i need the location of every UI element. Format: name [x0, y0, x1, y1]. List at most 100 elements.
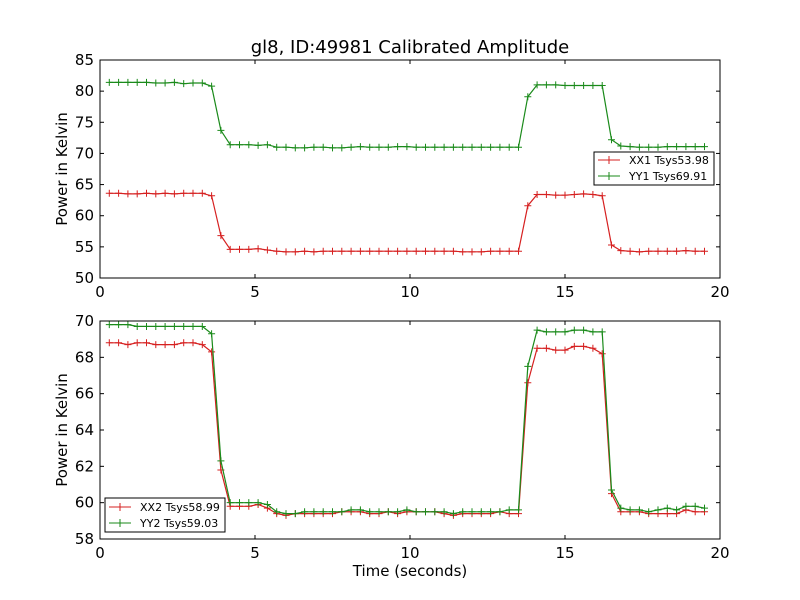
bottom-data-point-1 [561, 328, 569, 336]
bottom-data-point-0 [133, 339, 141, 347]
top-y-tick-label: 60 [75, 207, 94, 225]
top-data-point-0 [645, 247, 653, 255]
bottom-x-tick-label: 5 [250, 544, 260, 562]
bottom-data-point-0 [561, 346, 569, 354]
top-data-point-0 [598, 192, 606, 200]
top-data-point-1 [449, 143, 457, 151]
top-data-point-0 [384, 247, 392, 255]
top-legend-box [593, 151, 715, 186]
bottom-legend-box [104, 497, 226, 533]
bottom-data-point-1 [124, 321, 132, 329]
bottom-x-tick-label: 15 [555, 544, 574, 562]
bottom-data-point-1 [189, 322, 197, 330]
top-data-point-0 [505, 247, 513, 255]
top-data-point-0 [170, 190, 178, 198]
top-data-point-0 [440, 247, 448, 255]
bottom-data-point-1 [505, 506, 513, 514]
top-data-point-0 [608, 241, 615, 249]
top-data-point-1 [161, 79, 169, 87]
bottom-data-point-0 [152, 341, 160, 349]
top-data-point-1 [180, 80, 188, 88]
top-data-point-0 [524, 202, 532, 210]
top-data-point-0 [198, 189, 206, 197]
top-data-point-1 [682, 143, 690, 151]
top-data-point-0 [580, 190, 588, 198]
top-data-point-0 [691, 247, 699, 255]
bottom-y-tick-label: 62 [75, 457, 94, 475]
top-data-point-0 [533, 191, 541, 199]
bottom-data-point-1 [170, 322, 178, 330]
top-data-point-0 [487, 247, 495, 255]
bottom-data-point-0 [170, 341, 178, 349]
top-data-point-1 [291, 144, 299, 152]
top-data-point-0 [338, 247, 346, 255]
bottom-y-tick-label: 58 [75, 530, 94, 548]
bottom-data-point-0 [533, 344, 541, 352]
top-data-point-1 [422, 143, 429, 151]
top-plot-frame [99, 59, 721, 279]
bottom-data-point-1 [608, 486, 615, 494]
bottom-data-point-1 [654, 506, 662, 514]
bottom-data-point-1 [459, 508, 467, 516]
bottom-data-point-1 [161, 322, 169, 330]
bottom-data-point-1 [496, 508, 504, 516]
top-data-point-0 [208, 192, 216, 200]
bottom-x-tick-label: 20 [710, 544, 729, 562]
bottom-data-point-1 [133, 322, 141, 330]
top-data-point-1 [282, 143, 290, 151]
bottom-data-point-1 [440, 508, 448, 516]
bottom-data-point-0 [570, 342, 578, 350]
bottom-data-point-1 [635, 506, 643, 514]
top-legend-label-xx1: XX1 Tsys53.98 [629, 154, 709, 167]
bottom-data-point-1 [533, 326, 541, 334]
bottom-data-point-1 [301, 508, 309, 516]
top-data-point-1 [301, 144, 309, 152]
top-data-point-0 [403, 247, 411, 255]
top-legend-marker-xx1 [605, 156, 613, 164]
top-data-point-0 [515, 247, 522, 255]
top-data-point-1 [152, 79, 160, 87]
bottom-data-point-0 [589, 344, 597, 352]
top-data-point-1 [310, 143, 318, 151]
top-data-point-0 [394, 247, 402, 255]
bottom-data-point-1 [617, 504, 625, 512]
top-data-point-0 [245, 245, 253, 253]
bottom-data-point-1 [412, 508, 420, 516]
top-data-point-0 [542, 191, 550, 199]
top-data-point-0 [124, 190, 132, 198]
top-data-point-1 [217, 126, 225, 134]
top-data-point-1 [468, 143, 476, 151]
top-data-point-0 [282, 248, 290, 256]
top-data-point-1 [617, 142, 625, 150]
top-data-point-0 [589, 191, 597, 199]
top-legend-marker-yy1 [605, 172, 613, 180]
bottom-data-point-0 [198, 341, 206, 349]
top-data-point-1 [431, 143, 439, 151]
bottom-data-point-0 [143, 339, 150, 347]
bottom-data-point-1 [291, 510, 299, 518]
bottom-legend-label-yy2: YY2 Tsys59.03 [139, 517, 218, 530]
bottom-y-tick-label: 60 [75, 494, 94, 512]
bottom-data-point-1 [329, 508, 336, 516]
bottom-data-point-1 [105, 321, 113, 329]
top-data-point-0 [115, 189, 123, 197]
top-data-point-1 [329, 144, 336, 152]
top-legend: XX1 Tsys53.98 YY1 Tsys69.91 [593, 151, 715, 186]
top-y-tick-label: 70 [75, 144, 94, 162]
top-data-point-0 [356, 247, 364, 255]
top-data-point-1 [384, 143, 392, 151]
bottom-data-point-1 [691, 502, 699, 510]
bottom-x-tick-label: 10 [400, 544, 419, 562]
top-data-point-1 [356, 143, 364, 151]
top-data-point-0 [152, 190, 160, 198]
bottom-y-axis-label: Power in Kelvin [53, 373, 71, 487]
top-data-point-1 [654, 143, 662, 151]
top-data-point-0 [663, 247, 671, 255]
top-data-point-1 [552, 81, 560, 89]
top-data-point-0 [375, 247, 383, 255]
bottom-data-point-1 [645, 508, 653, 516]
bottom-data-point-1 [487, 508, 495, 516]
top-data-point-1 [263, 141, 271, 149]
top-data-point-0 [422, 247, 429, 255]
